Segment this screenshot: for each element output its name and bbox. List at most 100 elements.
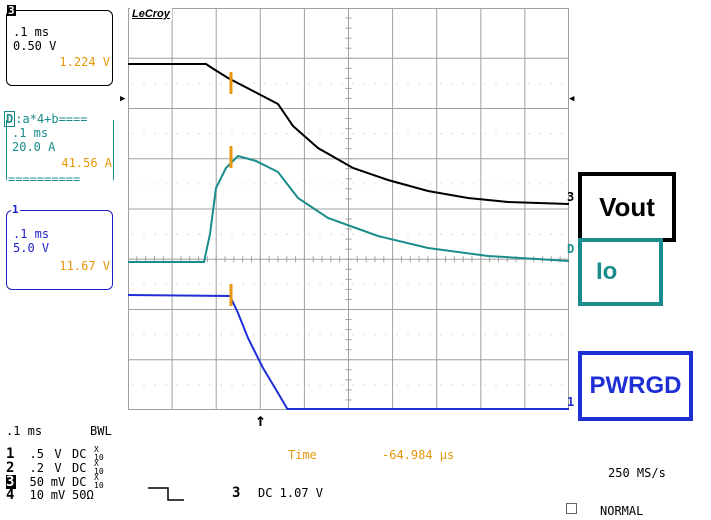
channel-d-panel[interactable]: D:a*4+b==== .1 ms 20.0 A 41.56 A =======… — [4, 110, 114, 200]
graticule-dot — [264, 183, 266, 185]
probe-attenuation-bottom: 10 — [94, 467, 104, 476]
probe-attenuation: X 10 — [94, 446, 104, 462]
graticule-dot — [330, 283, 332, 285]
graticule-dot — [275, 233, 277, 235]
channel-1-panel[interactable]: 1 .1 ms 5.0 V 11.67 V — [6, 204, 113, 290]
graticule-dot — [506, 384, 508, 386]
channel-d-formula: :a*4+b==== — [15, 112, 88, 126]
scope-screen[interactable]: LeCroy — [128, 8, 569, 410]
graticule-dot — [253, 334, 255, 336]
graticule-dot — [275, 283, 277, 285]
graticule-dot — [297, 334, 299, 336]
graticule-dot — [396, 334, 398, 336]
graticule-dot — [550, 384, 552, 386]
bwl-label: BWL — [90, 424, 112, 438]
graticule-dot — [187, 183, 189, 185]
probe-attenuation-top: X — [94, 473, 99, 482]
graticule-dot — [198, 384, 200, 386]
graticule-dot — [352, 334, 354, 336]
graticule-dot — [495, 384, 497, 386]
graticule-dot — [198, 233, 200, 235]
graticule-dot — [484, 82, 486, 84]
graticule-dot — [132, 133, 134, 135]
graticule-dot — [506, 334, 508, 336]
graticule-dot — [374, 82, 376, 84]
graticule-dot — [396, 233, 398, 235]
graticule-dot — [143, 334, 145, 336]
graticule-dot — [418, 283, 420, 285]
channel-number: 4 — [6, 487, 15, 503]
trigger-mode-indicator — [566, 503, 577, 514]
graticule-dot — [143, 283, 145, 285]
graticule-dot — [561, 133, 563, 135]
vout-trace — [128, 63, 569, 205]
channel-d-border-left — [6, 120, 7, 180]
graticule-dot — [275, 334, 277, 336]
graticule-dot — [308, 384, 310, 386]
channel-setting-row[interactable]: 3 50 mV DC X 10 — [6, 474, 126, 490]
graticule-dot — [374, 183, 376, 185]
trigger-level: DC 1.07 V — [258, 486, 324, 500]
probe-attenuation-bottom: 10 — [94, 453, 104, 462]
left-ref-arrow: ▶ — [120, 94, 126, 104]
graticule-dot — [462, 283, 464, 285]
graticule-dot — [341, 183, 343, 185]
graticule-dot — [297, 283, 299, 285]
channel-setting-row[interactable]: 2 .2 V DC X 10 — [6, 460, 126, 476]
graticule-dot — [253, 133, 255, 135]
graticule-dot — [308, 283, 310, 285]
trigger-position-arrow: ↑ — [255, 410, 266, 431]
graticule-dot — [539, 233, 541, 235]
graticule-dot — [539, 283, 541, 285]
channel-d-border-right — [113, 120, 114, 180]
graticule-dot — [528, 334, 530, 336]
graticule-dot — [561, 233, 563, 235]
graticule-dot — [308, 133, 310, 135]
graticule-dot — [440, 384, 442, 386]
graticule-dot — [407, 82, 409, 84]
graticule-dot — [198, 283, 200, 285]
graticule-dot — [242, 183, 244, 185]
graticule-dot — [176, 384, 178, 386]
graticule-dot — [517, 82, 519, 84]
timebase-label: .1 ms — [6, 424, 43, 438]
graticule-dot — [286, 233, 288, 235]
graticule-dot — [396, 384, 398, 386]
channel-3-panel[interactable]: 3 .1 ms 0.50 V 1.224 V — [6, 5, 113, 86]
graticule-dot — [517, 233, 519, 235]
legend-io: Io — [578, 238, 663, 306]
graticule-dot — [429, 384, 431, 386]
trigger-edge-icon — [148, 487, 184, 501]
graticule-dot — [440, 334, 442, 336]
channel-volts: .2 — [29, 460, 44, 475]
graticule-dot — [264, 82, 266, 84]
graticule-dot — [396, 283, 398, 285]
channel-coupling: DC — [72, 460, 87, 475]
graticule-dot — [330, 233, 332, 235]
probe-attenuation-bottom: 10 — [94, 481, 104, 490]
graticule-dot — [550, 133, 552, 135]
channel-number: 1 — [6, 445, 15, 462]
graticule-dot — [319, 183, 321, 185]
channel-volts: .5 — [29, 446, 44, 461]
graticule-dot — [242, 384, 244, 386]
graticule-dot — [220, 384, 222, 386]
channel-d-value: 41.56 A — [61, 156, 112, 170]
graticule-dot — [451, 283, 453, 285]
graticule-dot — [451, 82, 453, 84]
graticule-dot — [484, 384, 486, 386]
graticule-dot — [286, 283, 288, 285]
graticule-dot — [484, 183, 486, 185]
graticule-dot — [154, 82, 156, 84]
graticule-dot — [297, 384, 299, 386]
channel-setting-row[interactable]: 1 .5 V DC X 10 — [6, 446, 126, 462]
graticule-dot — [473, 133, 475, 135]
legend-io-label: Io — [596, 258, 618, 285]
graticule-dot — [176, 283, 178, 285]
channel-unit: mV — [50, 474, 66, 489]
channel-setting-row[interactable]: 4 10 mV 50Ω — [6, 488, 126, 502]
graticule-dot — [374, 133, 376, 135]
legend-vout: Vout — [578, 172, 676, 242]
channel-volts: 50 — [29, 474, 44, 489]
graticule-dot — [220, 133, 222, 135]
